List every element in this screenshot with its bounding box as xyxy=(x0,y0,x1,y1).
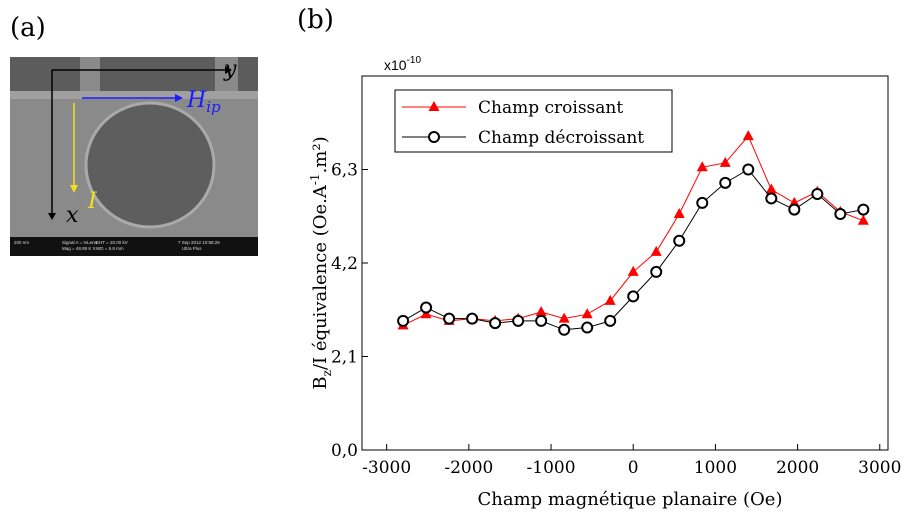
marker xyxy=(857,214,869,225)
legend xyxy=(394,89,673,153)
marker xyxy=(512,314,525,327)
x-axis-label: Champ magnétique planaire (Oe) xyxy=(478,489,783,510)
x-tick-label: 3000 xyxy=(858,458,901,478)
y-tick-label: 4,2 xyxy=(331,254,358,274)
x-tick-label: 2000 xyxy=(776,458,819,478)
marker xyxy=(535,314,548,327)
marker xyxy=(604,314,617,327)
marker xyxy=(765,192,778,205)
marker xyxy=(443,312,456,325)
y-label-part: B xyxy=(310,376,331,389)
marker xyxy=(558,312,570,323)
marker xyxy=(466,312,479,325)
marker xyxy=(834,208,847,221)
x-tick-label: 1000 xyxy=(694,458,737,478)
legend-label: Champ décroissant xyxy=(478,128,644,148)
marker xyxy=(604,294,616,305)
x-tick-label: -2000 xyxy=(444,458,493,478)
axis-y-label: y xyxy=(223,57,237,82)
y-tick-label: 6,3 xyxy=(331,161,358,181)
legend-label: Champ croissant xyxy=(478,98,623,118)
sem-footer-text: 7 Sep 2012 10:58:26 xyxy=(178,240,220,245)
sem-footer-text: Signal A = InLens xyxy=(62,240,98,245)
marker xyxy=(742,163,755,176)
field-label: Hip xyxy=(186,88,221,116)
sem-footer-text: EHT = 20.00 kV xyxy=(96,240,128,245)
panel-label: (a) xyxy=(10,13,46,43)
marker xyxy=(857,203,870,216)
multiplier: x10-10 xyxy=(384,55,421,73)
marker xyxy=(788,203,801,216)
sem-image xyxy=(10,57,258,256)
marker xyxy=(742,130,754,141)
sem-footer-text: Mag = 48.89 K X xyxy=(62,246,96,251)
y-label-part: /I équivalence (Oe.A xyxy=(310,184,331,370)
marker xyxy=(397,314,410,327)
current-label: I xyxy=(87,189,98,214)
sem-footer-text: WD = 6.8 mm xyxy=(96,246,124,251)
marker xyxy=(673,208,685,219)
marker xyxy=(696,196,709,209)
x-tick-label: 0 xyxy=(628,458,639,478)
x-tick-label: -3000 xyxy=(362,458,411,478)
marker xyxy=(765,183,777,194)
y-tick-label: 0,0 xyxy=(331,441,358,461)
marker xyxy=(535,305,547,316)
series-line xyxy=(402,168,864,331)
marker xyxy=(719,156,731,167)
marker xyxy=(650,245,662,256)
marker xyxy=(420,301,433,314)
marker xyxy=(428,131,440,143)
y-label-part: -1 xyxy=(308,173,322,185)
y-tick-label: 2,1 xyxy=(331,348,358,368)
panel-label: (b) xyxy=(297,5,334,35)
marker xyxy=(627,290,640,303)
marker xyxy=(627,265,639,276)
sem-footer-text: 200 nm xyxy=(14,240,29,245)
axis-x-label: x xyxy=(66,203,79,228)
marker xyxy=(428,101,440,111)
marker xyxy=(581,308,593,319)
marker xyxy=(489,317,502,330)
marker xyxy=(650,265,663,278)
y-axis-label: Bz/I équivalence (Oe.A-1.m²) xyxy=(308,136,334,389)
marker xyxy=(581,321,594,334)
x-tick-label: -1000 xyxy=(527,458,576,478)
marker xyxy=(696,161,708,172)
y-label-part: z xyxy=(320,370,334,376)
marker xyxy=(719,176,732,189)
y-label-part: .m²) xyxy=(310,136,331,173)
marker xyxy=(673,234,686,247)
marker xyxy=(558,323,571,336)
sem-footer-text: Ultra Plus xyxy=(182,246,202,251)
marker xyxy=(811,187,824,200)
